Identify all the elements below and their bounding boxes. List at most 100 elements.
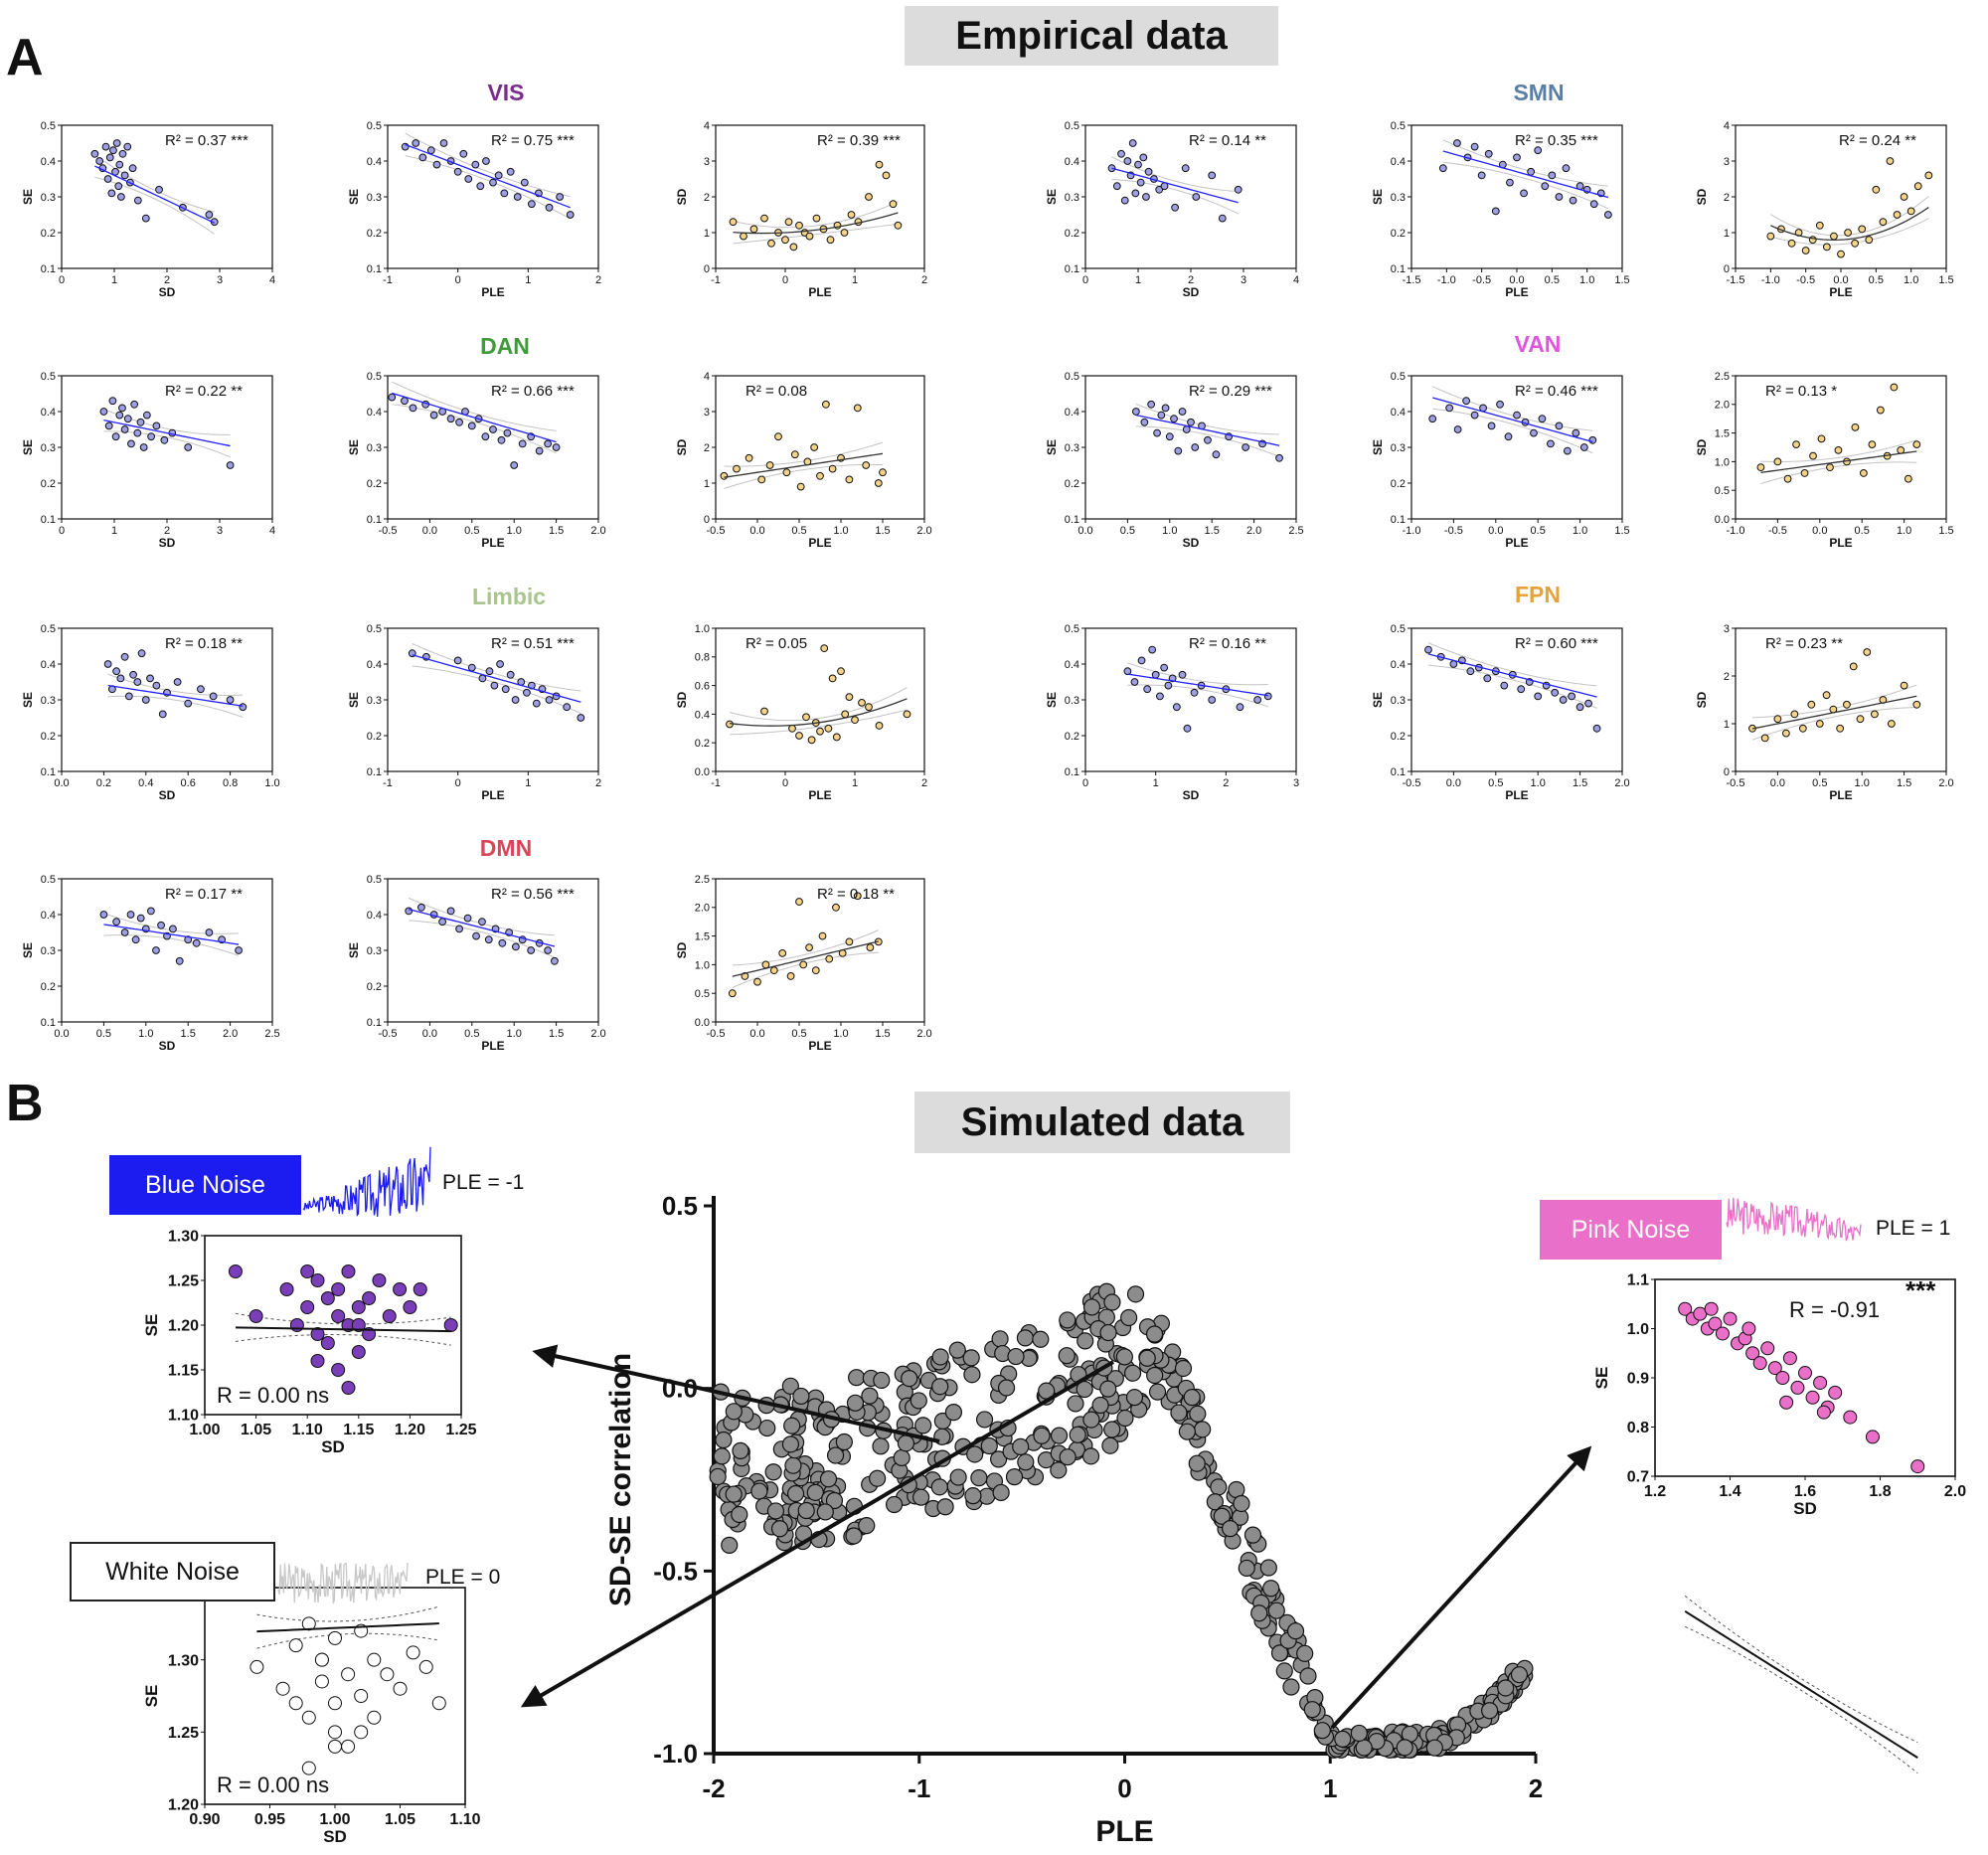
scatter-plot-21: 1.00 1.05 1.10 1.15 1.20 1.25 1.10 1.15 1.20 1.25…: [142, 1229, 477, 1456]
data-point: [116, 193, 125, 201]
data-point: [1858, 225, 1867, 234]
data-point: [438, 918, 447, 927]
data-point: [184, 935, 193, 944]
y-tick-label: 1: [704, 478, 710, 490]
ci-lower: [94, 176, 215, 235]
data-point: [406, 1645, 420, 1660]
x-tick-label: 1.5: [1205, 525, 1220, 537]
fit-line: [1432, 397, 1593, 443]
r-annotation: R² = 0.24 **: [1839, 132, 1916, 149]
data-point: [1204, 435, 1212, 444]
y-tick-label: 1.20: [168, 1797, 199, 1814]
y-tick-label: 0.2: [41, 478, 56, 490]
x-tick-label: -0.5: [379, 1028, 398, 1040]
y-tick-label: 0.4: [367, 156, 382, 168]
data-point: [1828, 1385, 1843, 1400]
data-point: [152, 946, 160, 954]
data-point: [403, 1300, 417, 1314]
y-axis-label: SE: [347, 692, 361, 708]
x-tick-label: 2: [921, 777, 927, 789]
y-tick-label: 1.25: [168, 1725, 199, 1742]
data-point: [1569, 196, 1577, 205]
data-point: [1077, 1332, 1094, 1350]
data-point: [897, 1434, 915, 1452]
data-point: [1822, 243, 1831, 252]
data-point: [757, 475, 766, 484]
y-tick-label: 0.0: [695, 766, 710, 778]
ci-lower: [724, 463, 884, 489]
data-point: [116, 674, 125, 683]
data-point: [152, 681, 161, 690]
data-point: [1470, 411, 1479, 420]
x-tick-label: -1.0: [1437, 274, 1456, 286]
y-tick-label: 0.4: [367, 407, 382, 419]
data-point: [1865, 1430, 1880, 1444]
y-tick-label: 1: [1724, 719, 1730, 731]
data-point: [1466, 667, 1475, 676]
data-point: [1139, 153, 1148, 162]
data-point: [1836, 724, 1845, 733]
x-tick-label: 0: [455, 777, 461, 789]
x-tick-label: 0.0: [1446, 777, 1461, 789]
fit-line: [1684, 1609, 1918, 1759]
data-point: [807, 736, 816, 745]
data-point: [527, 946, 536, 954]
data-point: [1125, 1389, 1144, 1407]
x-tick-label: 1.5: [875, 1028, 890, 1040]
data-point: [114, 182, 123, 191]
x-tick-label: 0.0: [749, 1028, 764, 1040]
data-point: [354, 1689, 369, 1703]
data-point: [544, 946, 553, 954]
data-point: [970, 1469, 988, 1487]
fit-line: [94, 165, 215, 224]
data-point: [1868, 440, 1877, 449]
x-tick-label: 4: [269, 274, 275, 286]
data-point: [1900, 193, 1908, 201]
data-point: [1876, 406, 1885, 415]
x-tick-label: 0.5: [464, 525, 479, 537]
data-point: [1572, 428, 1580, 437]
data-point: [105, 153, 114, 162]
y-tick-label: 0.1: [367, 1017, 382, 1029]
data-point: [853, 404, 862, 413]
data-point: [795, 732, 803, 740]
y-tick-label: 3: [1724, 156, 1730, 168]
data-point: [1188, 1454, 1206, 1472]
y-tick-label: 0: [704, 514, 710, 526]
data-point: [1723, 1311, 1738, 1326]
data-point: [826, 1446, 845, 1464]
y-tick-label: 1.0: [695, 959, 710, 971]
x-tick-label: 1.25: [445, 1422, 476, 1438]
x-tick-label: 1: [852, 274, 858, 286]
y-tick-label: 1.30: [168, 1229, 199, 1246]
data-point: [289, 1318, 304, 1332]
y-tick-label: 2: [1724, 192, 1730, 204]
x-tick-label: -1: [711, 274, 721, 286]
y-tick-label: 0.4: [41, 156, 56, 168]
y-tick-label: 1.1: [1627, 1272, 1649, 1289]
x-tick-label: -1.0: [1403, 525, 1421, 537]
data-point: [413, 1282, 427, 1296]
y-tick-label: 2: [1724, 671, 1730, 683]
data-point: [1760, 1341, 1775, 1356]
data-point: [510, 461, 519, 469]
x-tick-label: 0.5: [1545, 274, 1560, 286]
data-point: [490, 681, 499, 690]
data-point: [1790, 1380, 1805, 1395]
significance-stars: ***: [1905, 1275, 1936, 1305]
data-point: [761, 960, 770, 969]
data-point: [1779, 1395, 1794, 1410]
data-point: [1913, 182, 1922, 191]
y-tick-label: 0.4: [1391, 659, 1406, 671]
ci-upper: [732, 929, 879, 966]
data-point: [1826, 463, 1834, 472]
r-annotation: R² = 0.08: [746, 383, 807, 400]
data-point: [417, 903, 425, 912]
r-annotation: R² = 0.18 **: [817, 886, 895, 903]
data-point: [1592, 724, 1601, 733]
x-tick-label: 1: [1153, 777, 1159, 789]
y-tick-label: 1.0: [1715, 456, 1730, 468]
data-point: [362, 1327, 377, 1341]
data-point: [351, 1300, 366, 1314]
data-point: [118, 404, 126, 413]
